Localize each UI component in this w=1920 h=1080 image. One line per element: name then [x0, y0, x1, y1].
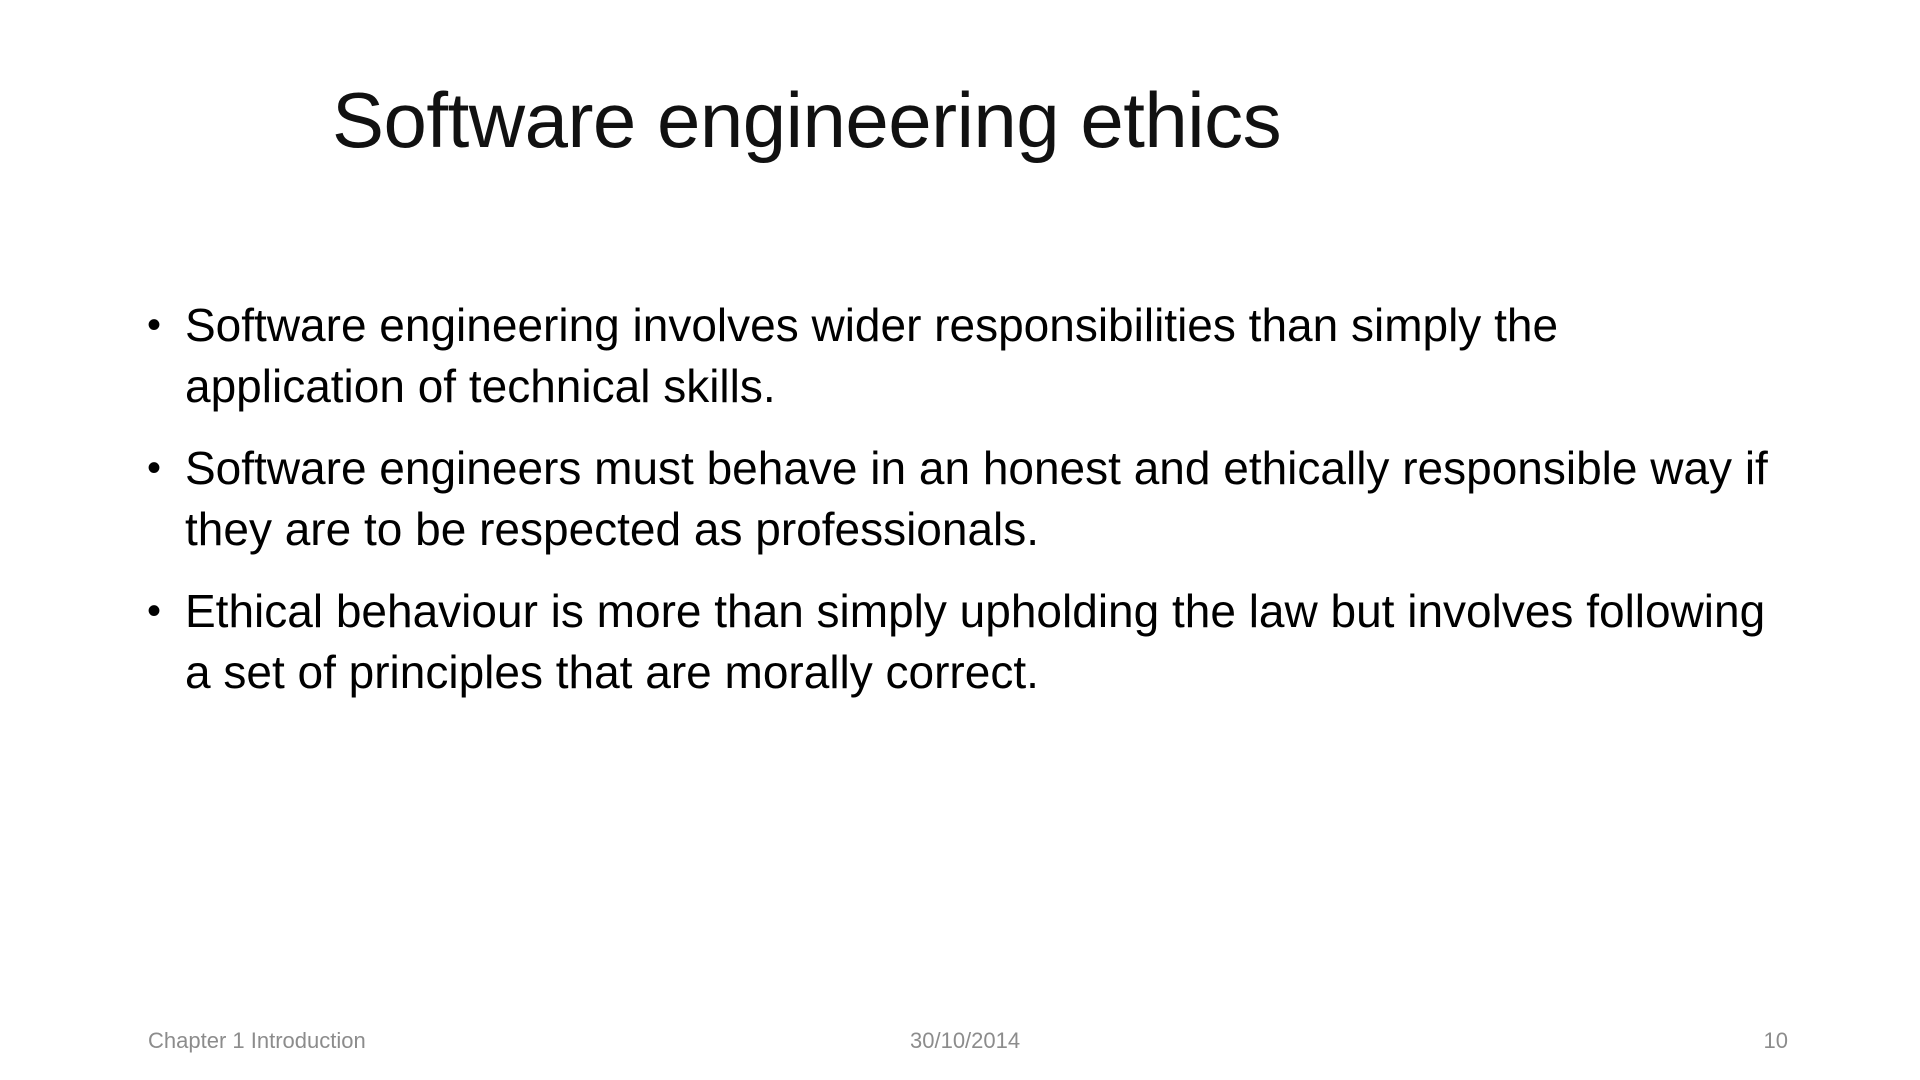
bullet-text: Ethical behaviour is more than simply up…: [185, 585, 1766, 698]
footer-page-number: 10: [1763, 1028, 1788, 1053]
bullet-item: • Software engineering involves wider re…: [145, 295, 1785, 417]
bullet-item: • Ethical behaviour is more than simply …: [145, 581, 1785, 703]
bullet-text: Software engineers must behave in an hon…: [185, 442, 1768, 555]
footer-date: 30/10/2014: [910, 1028, 1021, 1053]
slide-title: Software engineering ethics: [332, 76, 1282, 164]
bullet-dot-icon: •: [147, 589, 162, 633]
bullet-dot-icon: •: [147, 446, 162, 490]
bullet-text: Software engineering involves wider resp…: [185, 299, 1559, 412]
footer-chapter: Chapter 1 Introduction: [148, 1028, 366, 1053]
bullet-item: • Software engineers must behave in an h…: [145, 438, 1785, 560]
bullet-dot-icon: •: [147, 303, 162, 347]
bullet-list: • Software engineering involves wider re…: [145, 295, 1785, 724]
